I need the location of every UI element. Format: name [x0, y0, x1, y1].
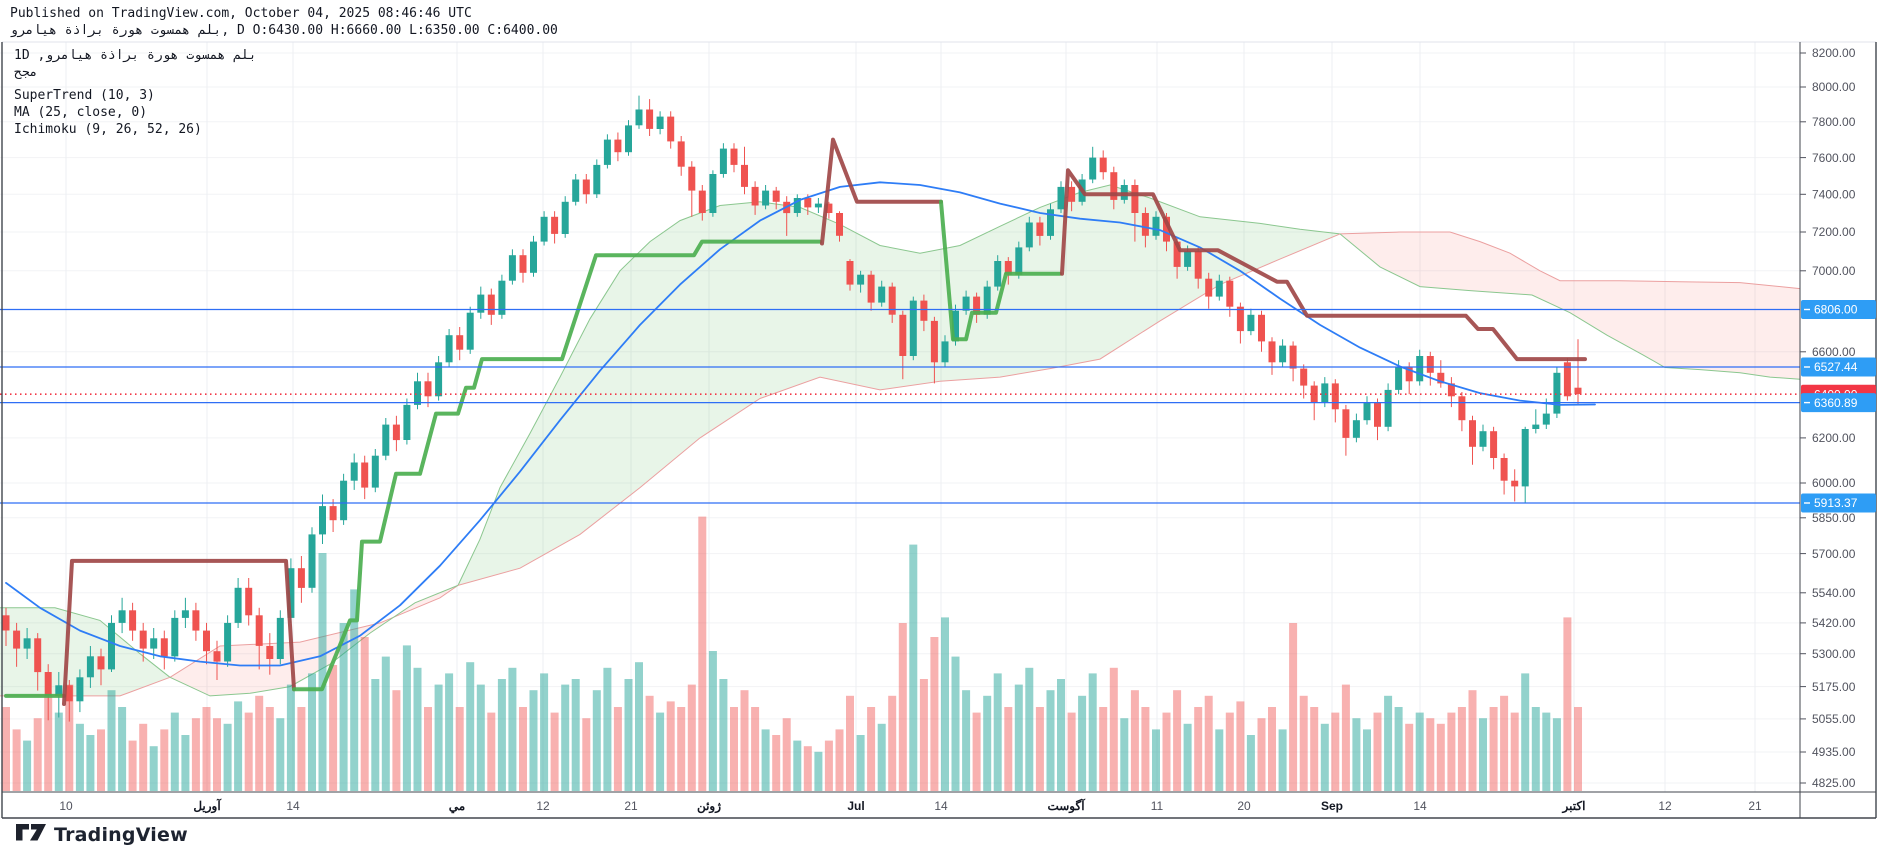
- svg-text:7600.00: 7600.00: [1812, 151, 1856, 165]
- svg-text:6000.00: 6000.00: [1812, 476, 1856, 490]
- svg-text:Sep: Sep: [1321, 799, 1343, 813]
- tradingview-logo-text: TradingView: [54, 824, 188, 846]
- price-level-badge: 6527.44: [1801, 357, 1876, 377]
- svg-text:21: 21: [624, 799, 638, 813]
- svg-text:10: 10: [59, 799, 73, 813]
- svg-text:7400.00: 7400.00: [1812, 188, 1856, 202]
- svg-text:6527.44: 6527.44: [1814, 360, 1858, 374]
- candles-layer: [2, 95, 1582, 722]
- svg-text:آوريل: آوريل: [193, 797, 222, 814]
- svg-text:5540.00: 5540.00: [1812, 586, 1856, 600]
- svg-text:21: 21: [1748, 799, 1762, 813]
- svg-text:14: 14: [1413, 799, 1427, 813]
- ma-layer: [5, 181, 1596, 667]
- grid-horizontal: [0, 52, 1800, 784]
- legend-indicator-supertrend[interactable]: SuperTrend (10, 3): [14, 88, 155, 103]
- price-level-badge: 5913.37: [1801, 493, 1876, 513]
- supertrend-layer: [4, 137, 1587, 706]
- tradingview-logo[interactable]: TradingView: [16, 824, 188, 846]
- publish-header: Published on TradingView.com, October 04…: [10, 5, 558, 39]
- svg-text:7200.00: 7200.00: [1812, 225, 1856, 239]
- time-axis[interactable]: 10 آوريل 14 مي 12 21 ژوئن Jul 14 آگوست 11 20 Sep 14 اك…: [59, 797, 1762, 814]
- chart-frame: [1, 41, 1877, 819]
- volume-layer: [2, 516, 1582, 791]
- svg-text:5055.00: 5055.00: [1812, 712, 1856, 726]
- svg-text:آگوست: آگوست: [1047, 797, 1086, 814]
- price-level-badge: 6806.00: [1801, 300, 1876, 319]
- chart-legend: بلم همسوت هورة براذة هيامرو, 1D مجح Supe…: [14, 47, 257, 138]
- svg-text:6360.89: 6360.89: [1814, 396, 1858, 410]
- svg-text:8000.00: 8000.00: [1812, 80, 1856, 94]
- price-lines-layer: [0, 308, 1800, 504]
- svg-text:7000.00: 7000.00: [1812, 264, 1856, 278]
- svg-text:6806.00: 6806.00: [1814, 303, 1858, 317]
- tradingview-logo-icon: [16, 824, 46, 841]
- svg-text:7800.00: 7800.00: [1812, 115, 1856, 129]
- svg-text:20: 20: [1237, 799, 1251, 813]
- svg-text:6200.00: 6200.00: [1812, 431, 1856, 445]
- legend-indicator-ichimoku[interactable]: Ichimoku (9, 26, 52, 26): [14, 122, 202, 137]
- svg-text:ژوئن: ژوئن: [697, 799, 721, 814]
- svg-text:5850.00: 5850.00: [1812, 511, 1856, 525]
- svg-text:5913.37: 5913.37: [1814, 496, 1858, 510]
- legend-symbol-title[interactable]: بلم همسوت هورة براذة هيامرو, 1D: [14, 48, 257, 63]
- price-axis[interactable]: 8200.00 8000.00 7800.00 7600.00 7400.00 7200.…: [1800, 46, 1876, 790]
- legend-indicator-ma[interactable]: MA (25, close, 0): [14, 105, 148, 120]
- svg-text:5300.00: 5300.00: [1812, 647, 1856, 661]
- svg-text:6600.00: 6600.00: [1812, 345, 1856, 359]
- svg-text:4935.00: 4935.00: [1812, 745, 1856, 759]
- published-on-text: Published on TradingView.com, October 04…: [10, 6, 472, 21]
- svg-text:12: 12: [536, 799, 550, 813]
- svg-text:مي: مي: [449, 799, 465, 814]
- svg-text:Jul: Jul: [847, 799, 864, 813]
- svg-text:8200.00: 8200.00: [1812, 46, 1856, 60]
- svg-text:14: 14: [286, 799, 300, 813]
- ma25-line: [5, 181, 1596, 667]
- svg-text:5175.00: 5175.00: [1812, 680, 1856, 694]
- svg-text:12: 12: [1658, 799, 1672, 813]
- svg-text:5420.00: 5420.00: [1812, 616, 1856, 630]
- symbol-ohlc-readout: بلم همسوت هورة براذة هيامرو, D O:6430.00…: [10, 23, 558, 38]
- svg-text:14: 14: [934, 799, 948, 813]
- price-level-badge: 6360.89: [1801, 393, 1876, 413]
- legend-symbol-subtitle: مجح: [14, 65, 38, 80]
- svg-text:5700.00: 5700.00: [1812, 547, 1856, 561]
- svg-text:4825.00: 4825.00: [1812, 776, 1856, 790]
- svg-text:اكتبر: اكتبر: [1562, 799, 1586, 814]
- svg-text:11: 11: [1151, 799, 1164, 813]
- ichimoku-cloud-layer: [0, 184, 1801, 697]
